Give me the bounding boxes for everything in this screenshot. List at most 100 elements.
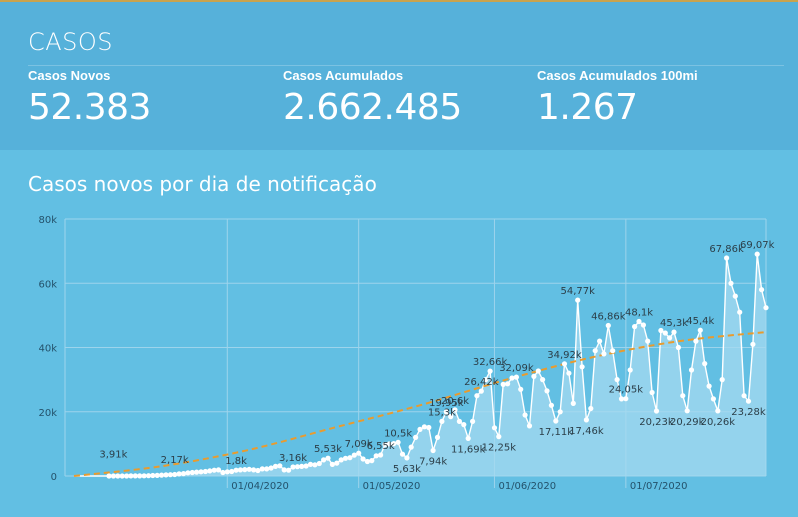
data-point xyxy=(500,381,506,387)
data-point xyxy=(237,467,243,473)
data-point xyxy=(198,469,204,475)
data-label: 69,07k xyxy=(740,240,775,251)
data-point xyxy=(452,407,458,413)
data-point xyxy=(518,386,524,392)
data-label: 2,17k xyxy=(161,455,189,466)
data-label: 20,26k xyxy=(701,417,736,428)
data-label: 11,69k xyxy=(451,444,486,455)
data-point xyxy=(724,255,730,261)
data-point xyxy=(316,460,322,467)
data-label: 15,3k xyxy=(428,407,456,418)
data-point xyxy=(697,327,703,333)
data-point xyxy=(211,467,217,473)
data-point xyxy=(137,473,143,479)
stat-total-cases: Casos Acumulados 2.662.485 xyxy=(283,68,462,128)
y-tick-label: 40k xyxy=(38,344,57,355)
data-point xyxy=(325,455,331,461)
data-point xyxy=(224,469,230,475)
data-point xyxy=(667,335,673,341)
data-point xyxy=(342,455,349,461)
data-point xyxy=(382,441,388,448)
data-point xyxy=(294,464,300,470)
data-point xyxy=(106,473,112,479)
data-point xyxy=(706,383,712,389)
data-label: 17,46k xyxy=(569,426,604,437)
data-point xyxy=(763,305,769,311)
data-point xyxy=(627,367,633,373)
top-accent-line xyxy=(0,0,798,2)
data-point xyxy=(570,400,576,406)
data-point xyxy=(688,367,695,373)
x-tick-label: 01/04/2020 xyxy=(231,481,289,492)
data-point xyxy=(715,408,721,414)
data-point xyxy=(290,464,296,470)
data-point xyxy=(132,473,138,479)
data-point xyxy=(163,472,169,478)
y-tick-label: 20k xyxy=(38,408,57,419)
data-point xyxy=(408,444,414,450)
data-point xyxy=(684,408,690,414)
data-point xyxy=(439,418,445,424)
header-title: CASOS xyxy=(28,28,114,56)
data-point xyxy=(557,409,563,415)
data-point xyxy=(215,467,222,473)
data-point xyxy=(128,473,134,479)
data-point xyxy=(496,434,502,440)
data-label: 5,53k xyxy=(314,444,342,455)
data-point xyxy=(207,468,213,474)
data-label: 20,6k xyxy=(441,396,469,407)
data-point xyxy=(150,472,156,479)
data-point xyxy=(286,467,292,473)
data-label: 45,4k xyxy=(686,316,714,327)
data-point xyxy=(544,388,550,394)
data-point xyxy=(413,434,419,440)
data-point xyxy=(491,425,498,431)
data-label: 67,86k xyxy=(709,244,744,255)
data-point xyxy=(246,466,252,472)
data-point xyxy=(540,377,546,383)
data-point xyxy=(636,318,642,325)
data-point xyxy=(434,434,441,440)
data-label: 45,3k xyxy=(660,318,688,329)
data-point xyxy=(299,463,305,469)
data-point xyxy=(470,418,476,424)
data-point xyxy=(229,468,235,475)
data-point xyxy=(561,361,568,367)
stat-cases-per-100mi: Casos Acumulados 100mi 1.267 xyxy=(537,68,698,128)
data-point xyxy=(474,393,480,399)
chart-title: Casos novos por dia de notificação xyxy=(28,172,377,196)
x-tick-label: 01/07/2020 xyxy=(630,481,688,492)
data-point xyxy=(307,461,314,467)
data-label: 23,28k xyxy=(731,407,766,418)
data-point xyxy=(737,309,743,315)
data-point xyxy=(145,473,152,479)
data-point xyxy=(505,381,511,387)
data-point xyxy=(281,467,287,473)
data-point xyxy=(483,377,489,383)
data-point xyxy=(334,460,340,466)
data-label: 32,66k xyxy=(473,357,508,368)
data-point xyxy=(456,418,462,424)
data-point xyxy=(745,398,752,404)
data-point xyxy=(268,465,274,471)
data-point xyxy=(566,370,572,376)
data-label: 46,86k xyxy=(591,312,626,323)
data-point xyxy=(373,453,379,459)
data-point xyxy=(579,364,585,370)
data-label: 20,29k xyxy=(670,417,705,428)
data-point xyxy=(194,469,200,475)
data-label: 12,25k xyxy=(482,443,517,454)
data-point xyxy=(531,373,537,379)
data-point xyxy=(255,467,261,474)
data-point xyxy=(509,375,515,381)
data-point xyxy=(553,418,559,424)
stat-new-cases: Casos Novos 52.383 xyxy=(28,68,151,128)
y-tick-label: 80k xyxy=(38,215,57,226)
data-point xyxy=(653,408,660,414)
data-label: 19,95k xyxy=(429,398,464,409)
stat-label: Casos Acumulados xyxy=(283,68,404,83)
data-point xyxy=(399,451,406,457)
data-point xyxy=(605,322,611,329)
data-point xyxy=(426,424,432,431)
